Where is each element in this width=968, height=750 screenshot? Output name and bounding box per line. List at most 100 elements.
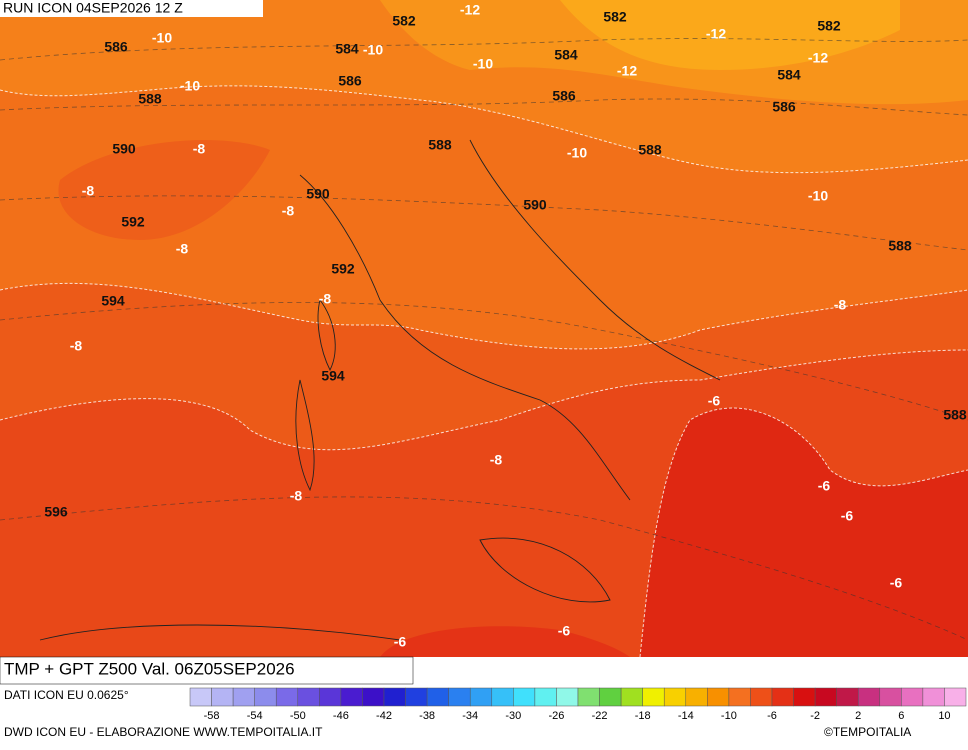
tmp-label: -8 — [290, 488, 303, 504]
tmp-label: -8 — [834, 297, 847, 313]
scale-label: -38 — [419, 710, 435, 722]
scale-swatch — [426, 687, 449, 707]
gpt-label: 592 — [331, 261, 355, 277]
scale-swatch — [297, 687, 320, 707]
tmp-label: -6 — [558, 623, 571, 639]
scale-swatch — [340, 687, 363, 707]
scale-swatch — [275, 687, 299, 707]
gpt-label: 584 — [554, 47, 578, 63]
tmp-label: -10 — [808, 188, 828, 204]
scale-swatch — [857, 687, 881, 707]
gpt-label: 592 — [121, 214, 145, 230]
scale-swatch — [405, 687, 428, 707]
gpt-label: 588 — [138, 91, 162, 107]
gpt-label: 582 — [817, 18, 841, 34]
scale-swatch — [707, 687, 730, 707]
scale-label: -6 — [767, 710, 777, 722]
tmp-label: -10 — [180, 78, 200, 94]
header-box — [0, 0, 263, 17]
scale-label: -30 — [505, 710, 521, 722]
gpt-label: 594 — [321, 368, 345, 384]
isotherms — [0, 85, 968, 658]
title-box — [0, 656, 414, 685]
tmp-label: -10 — [473, 56, 493, 72]
gpt-label: 590 — [523, 197, 547, 213]
scale-swatch — [620, 687, 643, 707]
scale-swatch — [922, 687, 945, 707]
tmp-label: -10 — [363, 42, 383, 58]
copyright-label: ©TEMPOITALIA — [824, 725, 911, 739]
scale-swatch — [469, 687, 493, 707]
gpt-label: 584 — [777, 67, 801, 83]
scale-swatch — [879, 687, 902, 707]
map-labels: 582 582 582 586 584 584 584 586 588 586 586 590 588 5… — [44, 2, 967, 650]
scale-swatch — [771, 687, 794, 707]
scale-swatch — [513, 687, 536, 707]
scale-swatch — [685, 687, 708, 707]
scale-swatch — [599, 687, 622, 707]
scale-swatch — [836, 687, 859, 707]
gpt-label: 588 — [943, 407, 967, 423]
scale-label: -14 — [678, 710, 694, 722]
run-label: RUN ICON 04SEP2026 12 Z — [3, 0, 183, 16]
tmp-label: -8 — [193, 141, 206, 157]
scale-label: -22 — [592, 710, 608, 722]
source-label: DATI ICON EU 0.0625° — [4, 688, 129, 702]
scale-label: -26 — [548, 710, 564, 722]
scale-swatch — [491, 687, 514, 707]
scale-swatch — [793, 687, 816, 707]
tmp-label: -12 — [460, 2, 480, 18]
gpt-label: 588 — [638, 142, 662, 158]
tmp-label: -12 — [808, 50, 828, 66]
scale-swatch — [362, 687, 385, 707]
scale-label: -18 — [635, 710, 651, 722]
scale-label: -54 — [247, 710, 263, 722]
footer-title: TMP + GPT Z500 Val. 06Z05SEP2026 — [4, 659, 295, 678]
scale-swatch — [728, 687, 751, 707]
scale-swatch — [211, 687, 234, 707]
tmp-label: -12 — [706, 26, 726, 42]
tmp-label: -8 — [319, 291, 332, 307]
isohypses — [0, 38, 968, 641]
tmp-label: -6 — [708, 393, 721, 409]
scale-swatch — [577, 687, 600, 707]
scale-swatch — [383, 687, 406, 707]
scale-label: 6 — [898, 710, 904, 722]
color-scale: -58 -54 -50 -46 -42 -38 -34 -30 -26 -22 -18 -14 -10-… — [189, 687, 967, 722]
tmp-label: -6 — [394, 634, 407, 650]
tmp-label: -6 — [890, 575, 903, 591]
gpt-label: 584 — [335, 41, 359, 57]
coastlines — [39, 139, 721, 641]
credit-label: DWD ICON EU - ELABORAZIONE WWW.TEMPOITAL… — [4, 725, 323, 739]
scale-label: -2 — [810, 710, 820, 722]
tmp-label: -8 — [490, 452, 503, 468]
scale-swatch — [750, 687, 773, 707]
gpt-label: 586 — [104, 39, 128, 55]
scale-label: -46 — [333, 710, 349, 722]
scale-label: -58 — [204, 710, 220, 722]
gpt-label: 582 — [603, 9, 627, 25]
scale-swatch — [814, 687, 837, 707]
scale-swatch — [944, 687, 967, 707]
scale-swatch — [232, 687, 255, 707]
gpt-label: 586 — [772, 99, 796, 115]
scale-label: -10 — [721, 710, 737, 722]
gpt-label: 588 — [428, 137, 452, 153]
gpt-label: 590 — [306, 186, 330, 202]
scale-swatch — [319, 687, 342, 707]
scale-swatch — [534, 687, 557, 707]
gpt-label: 586 — [338, 73, 362, 89]
scale-label: -42 — [376, 710, 392, 722]
scale-swatch — [663, 687, 687, 707]
tmp-label: -8 — [82, 183, 95, 199]
scale-swatch — [254, 687, 277, 707]
gpt-label: 582 — [392, 13, 416, 29]
gpt-label: 588 — [888, 238, 912, 254]
scale-label: -34 — [462, 710, 478, 722]
tmp-label: -8 — [282, 203, 295, 219]
tmp-label: -6 — [818, 478, 831, 494]
scale-swatch — [642, 687, 665, 707]
scale-swatch — [901, 687, 924, 707]
scale-swatch — [448, 687, 471, 707]
